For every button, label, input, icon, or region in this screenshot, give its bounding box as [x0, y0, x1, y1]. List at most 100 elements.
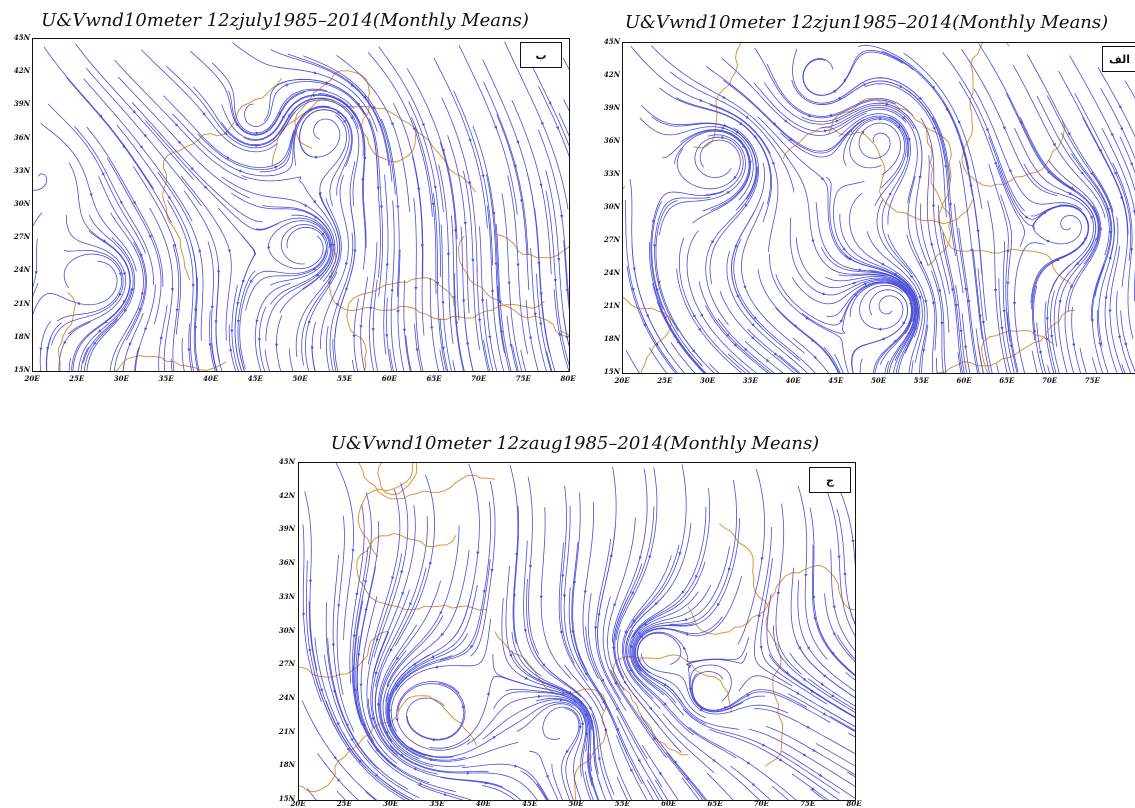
longitude-tick-label: 80E — [846, 799, 862, 808]
longitude-tick-label: 30E — [383, 799, 399, 808]
coastline — [687, 564, 855, 635]
longitude-tick-label: 45E — [828, 376, 844, 385]
latitude-tick-label: 39N — [603, 103, 620, 112]
streamline-plot — [623, 43, 1135, 373]
coastline — [718, 523, 784, 767]
longitude-tick-label: 60E — [956, 376, 972, 385]
latitude-tick-label: 33N — [13, 165, 30, 175]
latitude-tick-label: 36N — [603, 136, 620, 145]
latitude-tick-label: 39N — [278, 524, 295, 534]
latitude-tick-label: 21N — [603, 301, 620, 310]
coastline — [980, 330, 1055, 373]
streamlines — [301, 463, 855, 800]
longitude-tick-label: 45E — [247, 374, 263, 383]
coastline — [936, 309, 1075, 373]
latitude-tick-label: 45N — [13, 33, 30, 42]
latitude-tick-label: 45N — [278, 457, 295, 466]
longitude-tick-label: 45E — [522, 799, 538, 808]
longitude-tick-label: 35E — [742, 376, 758, 385]
longitude-tick-label: 60E — [661, 799, 677, 808]
streamline-plot — [299, 463, 855, 800]
latitude-tick-label: 36N — [278, 558, 295, 568]
longitude-tick-label: 50E — [870, 376, 887, 385]
longitude-tick-label: 65E — [426, 374, 442, 383]
streamline-map — [622, 42, 1135, 374]
latitude-tick-label: 30N — [603, 202, 620, 211]
longitude-tick-label: 20E — [24, 374, 40, 383]
longitude-tick-label: 50E — [292, 374, 308, 383]
coastline — [356, 532, 487, 611]
coastline — [357, 463, 418, 558]
longitude-tick-label: 25E — [336, 799, 352, 808]
longitude-tick-label: 40E — [475, 799, 491, 808]
latitude-tick-label: 42N — [278, 490, 295, 500]
panel-title: U&Vwnd10meter 12zjuly1985–2014(Monthly M… — [41, 10, 529, 31]
panel-label-badge: الف — [1102, 46, 1135, 72]
longitude-tick-label: 70E — [1041, 376, 1058, 385]
longitude-tick-label: 60E — [381, 374, 397, 383]
coastline — [271, 98, 477, 193]
latitude-tick-label: 24N — [603, 268, 620, 277]
latitude-tick-label: 27N — [278, 659, 295, 669]
map-panel-july: U&Vwnd10meter 12zjuly1985–2014(Monthly M… — [0, 0, 576, 400]
longitude-tick-label: 40E — [785, 376, 801, 385]
latitude-tick-label: 30N — [278, 625, 295, 635]
latitude-tick-label: 36N — [13, 132, 30, 142]
longitude-tick-label: 20E — [614, 376, 630, 385]
longitude-tick-label: 25E — [69, 374, 85, 383]
coastline — [299, 695, 478, 793]
latitude-tick-label: 15N — [13, 365, 30, 374]
latitude-tick-label: 21N — [13, 298, 30, 308]
coastline — [299, 630, 389, 678]
coastline — [925, 126, 1074, 287]
latitude-tick-label: 39N — [13, 99, 30, 109]
panel-label-badge: ج — [809, 467, 851, 493]
longitude-tick-label: 40E — [203, 374, 219, 383]
streamlines — [33, 41, 569, 371]
coastline — [57, 292, 227, 371]
latitude-tick-label: 27N — [603, 235, 620, 244]
panel-title: U&Vwnd10meter 12zjun1985–2014(Monthly Me… — [624, 12, 1109, 33]
longitude-tick-label: 30E — [699, 376, 716, 385]
coastline — [961, 43, 1066, 187]
latitude-tick-label: 18N — [603, 334, 620, 343]
longitude-tick-label: 65E — [707, 799, 723, 808]
longitude-tick-label: 20E — [290, 799, 306, 808]
latitude-tick-label: 27N — [13, 232, 30, 242]
coastline — [358, 463, 495, 500]
latitude-tick-label: 18N — [278, 760, 295, 770]
longitude-tick-label: 80E — [560, 374, 576, 383]
latitude-tick-label: 24N — [13, 265, 30, 275]
longitude-tick-label: 30E — [113, 374, 129, 383]
longitude-tick-label: 25E — [657, 376, 673, 385]
coastline — [294, 70, 418, 163]
longitude-tick-label: 70E — [471, 374, 487, 383]
map-panel-june: U&Vwnd10meter 12zjun1985–2014(Monthly Me… — [598, 0, 1135, 400]
coastline — [496, 233, 569, 259]
longitude-tick-label: 70E — [753, 799, 769, 808]
map-panel-august: U&Vwnd10meter 12zaug1985–2014(Monthly Me… — [265, 425, 885, 808]
coastline — [457, 235, 569, 338]
latitude-tick-label: 33N — [278, 591, 295, 601]
latitude-tick-label: 15N — [603, 367, 620, 376]
longitude-tick-label: 55E — [337, 374, 353, 383]
longitude-tick-label: 75E — [800, 799, 816, 808]
longitude-tick-label: 50E — [568, 799, 584, 808]
coastline — [693, 43, 742, 149]
longitude-tick-label: 35E — [429, 799, 445, 808]
coastline — [623, 185, 672, 373]
latitude-tick-label: 18N — [13, 331, 30, 341]
latitude-tick-label: 24N — [278, 692, 295, 702]
streamline-map — [32, 38, 570, 372]
streamlines — [624, 43, 1135, 373]
coastline — [162, 77, 283, 281]
latitude-tick-label: 42N — [13, 66, 30, 76]
longitude-tick-label: 55E — [614, 799, 630, 808]
longitude-tick-label: 35E — [158, 374, 174, 383]
latitude-tick-label: 42N — [603, 70, 620, 79]
longitude-tick-label: 75E — [1084, 376, 1100, 385]
latitude-tick-label: 15N — [278, 794, 295, 803]
panel-label-badge: ب — [520, 42, 562, 68]
coastline — [612, 654, 733, 756]
coastline — [494, 631, 607, 800]
